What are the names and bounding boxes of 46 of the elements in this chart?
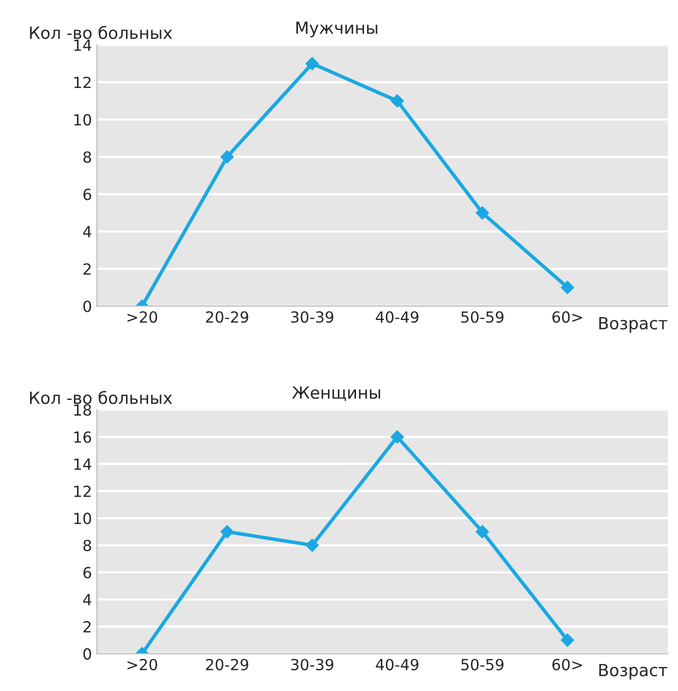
x-tick-label: 50-59	[461, 311, 504, 323]
point	[220, 524, 234, 539]
y-tick-label: 0	[83, 648, 92, 660]
x-tick-label: >20	[128, 658, 158, 670]
y-tick-label: 14	[74, 40, 92, 51]
point	[560, 633, 574, 648]
x-axis-title: Возраст	[599, 317, 668, 333]
y-tick-label: 18	[74, 404, 92, 416]
y-tick-label: 8	[83, 151, 92, 163]
x-tick-label: 50-59	[461, 658, 504, 670]
y-tick-label: 12	[74, 76, 91, 88]
point	[305, 56, 320, 70]
y-tick-label: 2	[83, 263, 91, 275]
y-tick-label: 0	[83, 300, 92, 312]
x-tick-label: 30-39	[291, 311, 334, 323]
y-tick-label: 12	[74, 486, 91, 497]
y-tick-label: 10	[74, 114, 92, 126]
point	[390, 94, 404, 108]
x-tick-label: 40-49	[376, 658, 418, 670]
y-tick-label: 4	[83, 594, 92, 606]
x-tick-label: 20-29	[206, 658, 248, 670]
chart-title: Женщины	[292, 386, 380, 401]
x-tick-label: 60>	[552, 658, 582, 670]
point	[475, 524, 490, 539]
x-tick-label: 30-39	[291, 658, 334, 670]
y-axis-title: Кол -во больных	[30, 26, 172, 40]
point	[220, 150, 234, 164]
chart-title: Мужчины	[296, 22, 378, 38]
point	[560, 280, 574, 294]
x-tick-label: 40-49	[376, 311, 418, 323]
y-tick-label: 16	[74, 431, 92, 443]
point	[475, 206, 490, 220]
point	[390, 430, 404, 444]
y-tick-label: 14	[74, 458, 92, 470]
y-axis-title: Кол -во больных	[30, 390, 172, 404]
y-tick-label: 2	[83, 621, 91, 632]
x-tick-label: 60>	[552, 311, 582, 323]
x-axis-title: Возраст	[599, 664, 668, 680]
x-tick-label: 20-29	[206, 311, 248, 323]
y-tick-label: 4	[83, 226, 92, 238]
x-tick-label: >20	[128, 311, 158, 323]
y-tick-label: 6	[83, 566, 92, 578]
y-tick-label: 6	[83, 188, 92, 200]
point	[305, 538, 320, 552]
y-tick-label: 10	[74, 512, 92, 524]
y-tick-label: 8	[83, 540, 92, 552]
